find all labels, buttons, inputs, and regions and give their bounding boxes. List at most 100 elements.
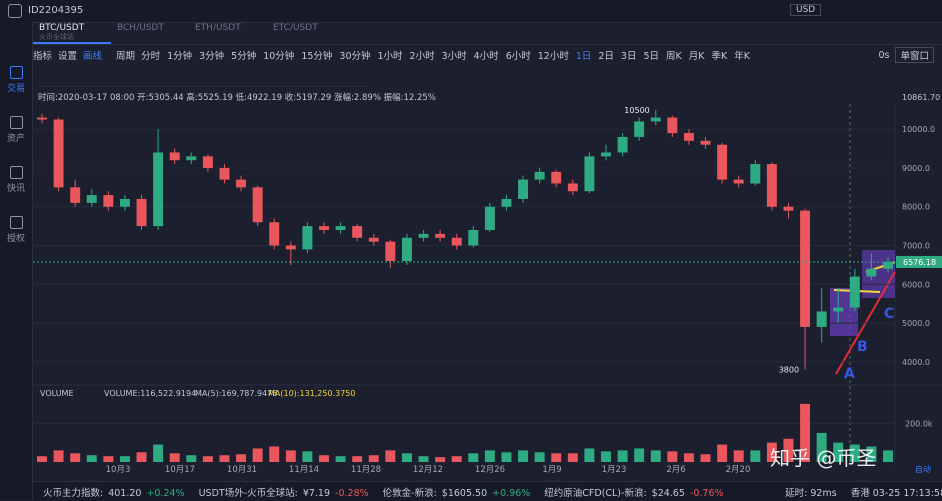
y-tick-label: 4000.0 [902, 358, 930, 367]
volume-bar [435, 457, 446, 462]
indicator-btn[interactable]: 指标 [33, 51, 53, 62]
period[interactable]: 6小时 [505, 51, 531, 62]
x-tick-label: 11月28 [351, 465, 381, 475]
pair-name: BTC/USDT [39, 23, 85, 33]
volume-bar [352, 456, 363, 462]
x-tick-label: 2月6 [666, 465, 685, 475]
refresh[interactable]: 0s [878, 49, 890, 61]
draw-btn[interactable]: 画线 [83, 51, 103, 62]
pair-tab[interactable]: ETH/USDT [189, 22, 267, 44]
candle-body [319, 226, 329, 231]
candle-body [401, 237, 412, 262]
volume-bar [833, 442, 844, 462]
candle-body [501, 198, 512, 207]
candle-body [418, 233, 429, 238]
candle-body [567, 183, 578, 192]
candle-body [700, 140, 711, 145]
candle-body [617, 136, 628, 153]
period[interactable]: 3分钟 [199, 51, 225, 62]
volume-bar [202, 456, 213, 462]
volume-bar [518, 450, 529, 462]
nav-item[interactable]: 授权 [0, 216, 32, 244]
period[interactable]: 12小时 [537, 51, 569, 62]
candle-body [219, 167, 230, 180]
candle-body [86, 195, 97, 203]
period[interactable]: 月K [688, 51, 705, 62]
pair-tab[interactable]: BCH/USDT [111, 22, 189, 44]
candle-body [584, 156, 595, 192]
pair-name: ETH/USDT [195, 23, 241, 33]
settings-btn[interactable]: 设置 [58, 51, 78, 62]
candle-body [285, 245, 296, 250]
candle-body [816, 311, 827, 327]
volume-bar [136, 452, 147, 462]
x-tick-label: 10月31 [227, 465, 257, 475]
x-tick-label: 1月23 [602, 465, 627, 475]
candle-body [53, 119, 64, 188]
volume-bar [219, 455, 230, 462]
ticker-change: +0.96% [492, 487, 531, 499]
candle-body [866, 268, 877, 277]
period[interactable]: 1小时 [377, 51, 403, 62]
pair-tabs: BTC/USDT 火币全球站 BCH/USDT ETH/USDT ETC/USDT [33, 22, 942, 45]
volume-bar [103, 456, 114, 462]
period[interactable]: 年K [734, 51, 750, 62]
volume-bar [252, 448, 263, 462]
pair-name: BCH/USDT [117, 23, 164, 33]
volume-legend: VOLUME:116,522.9194 [104, 389, 196, 398]
volume-bar [750, 450, 761, 462]
volume-bar [236, 454, 247, 462]
x-tick-label: 10月17 [165, 465, 195, 475]
currency-select[interactable]: USD [790, 4, 822, 16]
auto-scale: 自动 [915, 464, 931, 474]
nav-item[interactable]: 资产 [0, 116, 32, 144]
candle-body [103, 195, 114, 207]
candle-body [733, 179, 744, 184]
ohlc-info: 时间:2020-03-17 08:00 开:5305.44 高:5525.19 … [38, 93, 436, 103]
volume-bar [617, 450, 628, 462]
volume-bar [401, 453, 412, 462]
volume-bar [634, 448, 645, 462]
period[interactable]: 2日 [598, 51, 614, 62]
period[interactable]: 3小时 [441, 51, 467, 62]
ticker-price: ¥7.19 [302, 487, 331, 499]
x-tick-label: 11月14 [289, 465, 319, 475]
period[interactable]: 4小时 [473, 51, 499, 62]
candle-body [534, 171, 545, 180]
volume-bar [53, 450, 64, 462]
volume-bar [368, 455, 379, 462]
volume-bar [285, 450, 296, 462]
period[interactable]: 5分钟 [231, 51, 257, 62]
pair-tab[interactable]: BTC/USDT 火币全球站 [33, 22, 111, 44]
period[interactable]: 15分钟 [301, 51, 333, 62]
candle-body [634, 121, 645, 137]
nav-item[interactable]: 快讯 [0, 166, 32, 194]
nav-label: 授权 [6, 234, 25, 244]
top-bar: ID2204395 USD [0, 0, 942, 23]
volume-legend: MA(10):131,250.3750 [268, 389, 355, 398]
period[interactable]: 分时 [141, 51, 161, 62]
period[interactable]: 5日 [643, 51, 660, 62]
ticker-name: 火币主力指数: [43, 487, 104, 499]
nav-item[interactable]: 交易 [0, 66, 32, 94]
candle-body [518, 179, 529, 199]
period[interactable]: 周K [666, 51, 682, 62]
period[interactable]: 10分钟 [263, 51, 295, 62]
window-select[interactable]: 单窗口 [895, 47, 934, 63]
candle-body [551, 171, 562, 184]
period[interactable]: 1分钟 [167, 51, 193, 62]
watermark: 知乎 @币圣 [770, 446, 876, 470]
ticker-price: 401.20 [108, 487, 142, 499]
volume-bar [319, 455, 329, 462]
period[interactable]: 3日 [620, 51, 637, 62]
period[interactable]: 2小时 [409, 51, 435, 62]
period[interactable]: 季K [711, 51, 728, 62]
period[interactable]: 1日 [575, 51, 592, 62]
volume-bar [683, 453, 694, 462]
exchange-name: 火币全球站 [39, 32, 74, 41]
period[interactable]: 30分钟 [339, 51, 371, 62]
candle-body [269, 222, 280, 246]
chart: 4000.0 5000.0 6000.0 7000.0 8000.0 9000.0 1000… [33, 93, 942, 475]
pair-tab[interactable]: ETC/USDT [267, 22, 345, 44]
